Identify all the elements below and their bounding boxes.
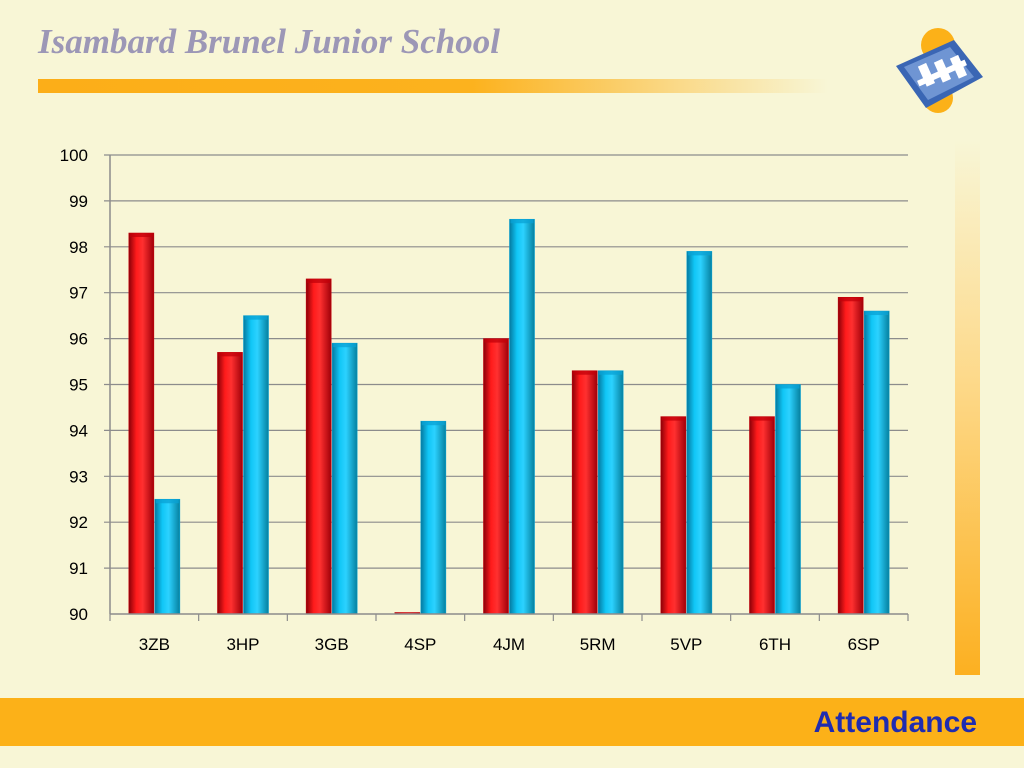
footer-label: Attendance (813, 706, 977, 739)
y-tick-label: 100 (60, 146, 88, 165)
attendance-chart: 90 91 92 93 94 95 96 97 98 99 100 3ZB 3HP 3GB 4SP 4JM 5R… (60, 146, 909, 654)
bar-series2-5VP (686, 251, 713, 615)
bar-cap (244, 315, 268, 320)
bar-series2-4JM (509, 218, 535, 615)
bar-series2-3HP (243, 315, 269, 615)
x-tick-label: 3ZB (139, 635, 170, 654)
bar-cap (155, 499, 179, 504)
page-title: Isambard Brunel Junior School (38, 22, 500, 61)
bar-series1-6SP (837, 296, 864, 615)
bar-series2-3GB (331, 342, 358, 615)
y-tick-label: 99 (69, 192, 88, 211)
tick-labels: 90 91 92 93 94 95 96 97 98 99 100 3ZB 3HP 3GB 4SP 4JM 5R… (60, 146, 880, 654)
bar-cap (661, 416, 685, 421)
y-tick-label: 95 (69, 376, 88, 395)
bar-cap (129, 233, 153, 238)
bar-cap (599, 370, 623, 375)
bar-cap (510, 219, 534, 224)
bar-series1-6TH (749, 416, 775, 615)
x-tick-label: 5RM (580, 635, 616, 654)
bar-series1-5VP (660, 416, 687, 615)
bar-cap (839, 297, 863, 302)
bar-cap (421, 421, 445, 426)
y-tick-label: 97 (69, 284, 88, 303)
bar-series2-3ZB (154, 498, 181, 615)
bar-cap (573, 370, 597, 375)
bars (128, 218, 890, 615)
y-tick-label: 93 (69, 467, 88, 486)
bar-cap (750, 416, 774, 421)
x-tick-label: 6SP (848, 635, 880, 654)
side-decoration-bar (955, 140, 980, 675)
bar-series1-3ZB (128, 232, 155, 615)
bar-series1-3HP (217, 352, 243, 615)
x-tick-label: 4SP (404, 635, 436, 654)
bar-cap (218, 352, 242, 357)
y-tick-label: 92 (69, 513, 88, 532)
bar-series1-5RM (571, 370, 598, 615)
axes (109, 155, 909, 621)
bar-series1-4JM (483, 338, 509, 615)
bar-cap (333, 343, 357, 348)
x-tick-label: 4JM (493, 635, 525, 654)
bar-series2-6SP (863, 310, 890, 615)
x-tick-label: 3GB (315, 635, 349, 654)
y-tick-label: 94 (69, 421, 88, 440)
bar-series2-6TH (775, 384, 801, 615)
bar-series2-5RM (597, 370, 624, 615)
bar-cap (687, 251, 711, 256)
bar-series1-3GB (305, 278, 332, 615)
x-tick-label: 6TH (759, 635, 791, 654)
bar-cap (865, 311, 889, 316)
bar-cap (776, 384, 800, 389)
bar-cap (484, 338, 508, 343)
x-tick-label: 5VP (670, 635, 702, 654)
y-tick-label: 90 (69, 605, 88, 624)
y-tick-label: 96 (69, 330, 88, 349)
school-logo-icon (888, 20, 992, 120)
bar-series2-4SP (420, 420, 447, 615)
y-tick-label: 91 (69, 559, 88, 578)
x-tick-label: 3HP (226, 635, 259, 654)
bar-cap (307, 278, 331, 283)
footer-band (0, 698, 1024, 746)
title-underline (38, 79, 828, 93)
y-tick-label: 98 (69, 238, 88, 257)
